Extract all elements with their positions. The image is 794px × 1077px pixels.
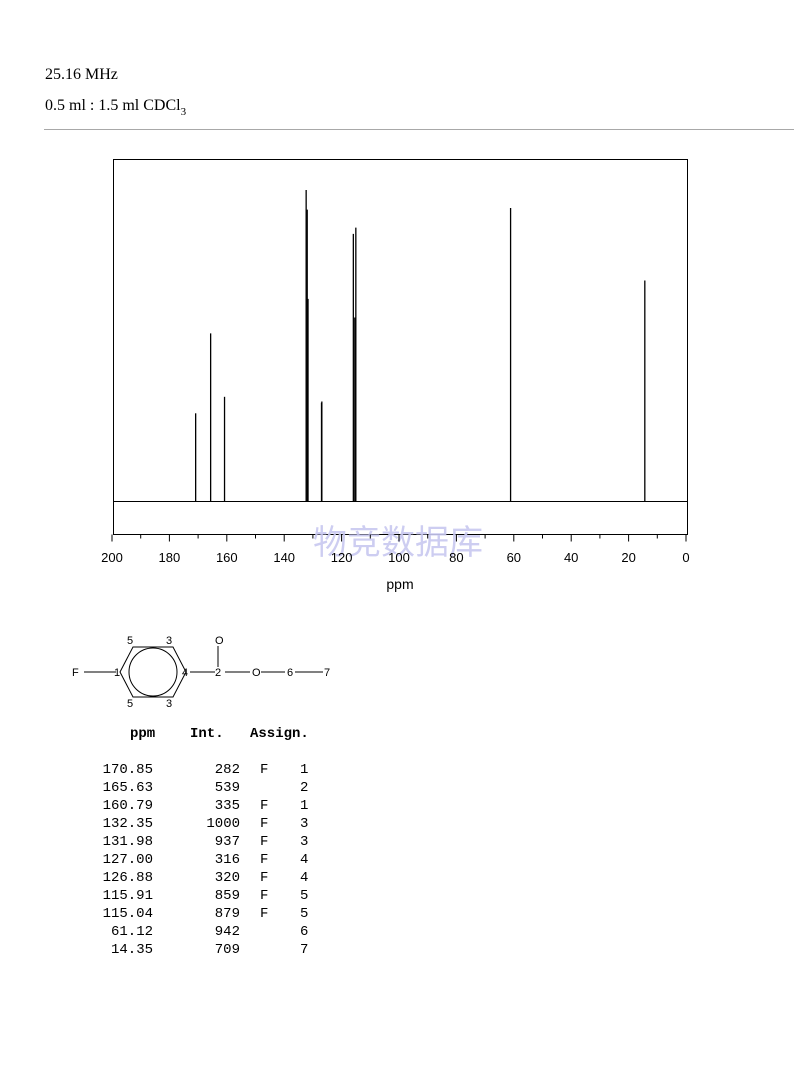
watermark: 物竞数据库 <box>313 524 483 562</box>
table-row: 127.00 316 F 4 <box>0 852 360 870</box>
row-ppm: 115.04 <box>102 906 153 922</box>
row-ppm: 127.00 <box>102 852 153 868</box>
table-row: 126.88 320 F 4 <box>0 870 360 888</box>
row-intensity: 879 <box>214 906 240 922</box>
atom-c5-top: 5 <box>127 635 133 647</box>
row-intensity: 335 <box>214 798 240 814</box>
table-row: 61.12 942 6 <box>0 924 360 942</box>
row-intensity: 1000 <box>206 816 240 832</box>
row-intensity: 282 <box>214 762 240 778</box>
row-intensity: 937 <box>214 834 240 850</box>
col-ppm-header: ppm <box>130 726 156 742</box>
table-row: 14.35 709 7 <box>0 942 360 960</box>
x-tick-label: 160 <box>216 550 238 565</box>
atom-ester-o: O <box>252 667 261 679</box>
row-ppm: 131.98 <box>102 834 153 850</box>
solvent-subscript: 3 <box>180 106 187 118</box>
row-assignment: 5 <box>300 906 309 922</box>
x-tick-label: 140 <box>273 550 295 565</box>
x-tick-label: 100 <box>388 550 410 565</box>
col-int-header: Int. <box>190 726 224 742</box>
row-assignment: 4 <box>300 870 309 886</box>
peaks <box>195 190 646 501</box>
atom-c6: 6 <box>287 667 293 679</box>
plot-frame <box>113 159 688 535</box>
table-row: 131.98 937 F 3 <box>0 834 360 852</box>
row-ppm: 14.35 <box>110 942 153 958</box>
row-flag: F <box>260 906 269 922</box>
row-flag: F <box>260 762 269 778</box>
row-intensity: 859 <box>214 888 240 904</box>
row-flag: F <box>260 888 269 904</box>
row-ppm: 126.88 <box>102 870 153 886</box>
header-divider <box>44 129 794 130</box>
solvent-info: 0.5 ml : 1.5 ml CDCl3 <box>45 97 186 118</box>
row-assignment: 1 <box>300 762 309 778</box>
table-row: 115.91 859 F 5 <box>0 888 360 906</box>
x-axis-ticks: 200 180 160 140 120 100 80 60 40 20 0 <box>101 534 690 565</box>
molecule-structure: F 1 3 3 4 5 5 O 2 O 6 7 <box>72 635 330 710</box>
atom-c3-bottom: 3 <box>166 698 172 710</box>
row-assignment: 1 <box>300 798 309 814</box>
atom-c3-top: 3 <box>166 635 172 647</box>
row-assignment: 3 <box>300 834 309 850</box>
row-ppm: 115.91 <box>102 888 153 904</box>
row-ppm: 165.63 <box>102 780 153 796</box>
row-intensity: 539 <box>214 780 240 796</box>
row-flag: F <box>260 798 269 814</box>
solvent-text: 0.5 ml : 1.5 ml CDCl <box>45 97 181 114</box>
row-assignment: 2 <box>300 780 309 796</box>
x-tick-label: 80 <box>449 550 463 565</box>
row-assignment: 7 <box>300 942 309 958</box>
col-assign-header: Assign. <box>250 726 309 742</box>
row-ppm: 132.35 <box>102 816 153 832</box>
benzene-ring <box>119 646 187 698</box>
x-tick-label: 120 <box>331 550 353 565</box>
table-row: 165.63 539 2 <box>0 780 360 798</box>
row-intensity: 942 <box>214 924 240 940</box>
x-tick-label: 200 <box>101 550 123 565</box>
atom-c4: 4 <box>182 667 188 679</box>
x-tick-label: 20 <box>621 550 635 565</box>
row-ppm: 61.12 <box>110 924 153 940</box>
atom-f: F <box>72 667 79 679</box>
x-tick-label: 180 <box>159 550 181 565</box>
row-assignment: 4 <box>300 852 309 868</box>
nmr-spectrum-chart: 物竞数据库 200 180 160 140 120 100 80 60 40 20 0 ppm <box>101 159 690 592</box>
atom-c2: 2 <box>215 667 221 679</box>
row-flag: F <box>260 834 269 850</box>
table-row: 170.85 282 F 1 <box>0 762 360 780</box>
table-row: 115.04 879 F 5 <box>0 906 360 924</box>
atom-c1: 1 <box>114 667 120 679</box>
row-flag: F <box>260 852 269 868</box>
peak-table-header: ppm Int. Assign. <box>130 726 309 790</box>
row-intensity: 320 <box>214 870 240 886</box>
row-assignment: 6 <box>300 924 309 940</box>
atom-c5-bottom: 5 <box>127 698 133 710</box>
row-flag: F <box>260 816 269 832</box>
aromatic-circle <box>128 647 178 697</box>
atom-carbonyl-o: O <box>215 635 224 647</box>
atom-c7: 7 <box>324 667 330 679</box>
row-intensity: 316 <box>214 852 240 868</box>
table-row: 132.35 1000 F 3 <box>0 816 360 834</box>
spectrometer-frequency: 25.16 MHz <box>45 66 118 83</box>
table-row: 160.79 335 F 1 <box>0 798 360 816</box>
row-assignment: 3 <box>300 816 309 832</box>
row-flag: F <box>260 870 269 886</box>
row-assignment: 5 <box>300 888 309 904</box>
peak-table: 170.85 282 F 1 165.63 539 2 160.79 335 F 1 132.35 10… <box>0 762 360 962</box>
row-intensity: 709 <box>214 942 240 958</box>
row-ppm: 170.85 <box>102 762 153 778</box>
x-axis-label: ppm <box>386 576 413 592</box>
x-tick-label: 0 <box>682 550 689 565</box>
row-ppm: 160.79 <box>102 798 153 814</box>
x-tick-label: 40 <box>564 550 578 565</box>
x-tick-label: 60 <box>507 550 521 565</box>
